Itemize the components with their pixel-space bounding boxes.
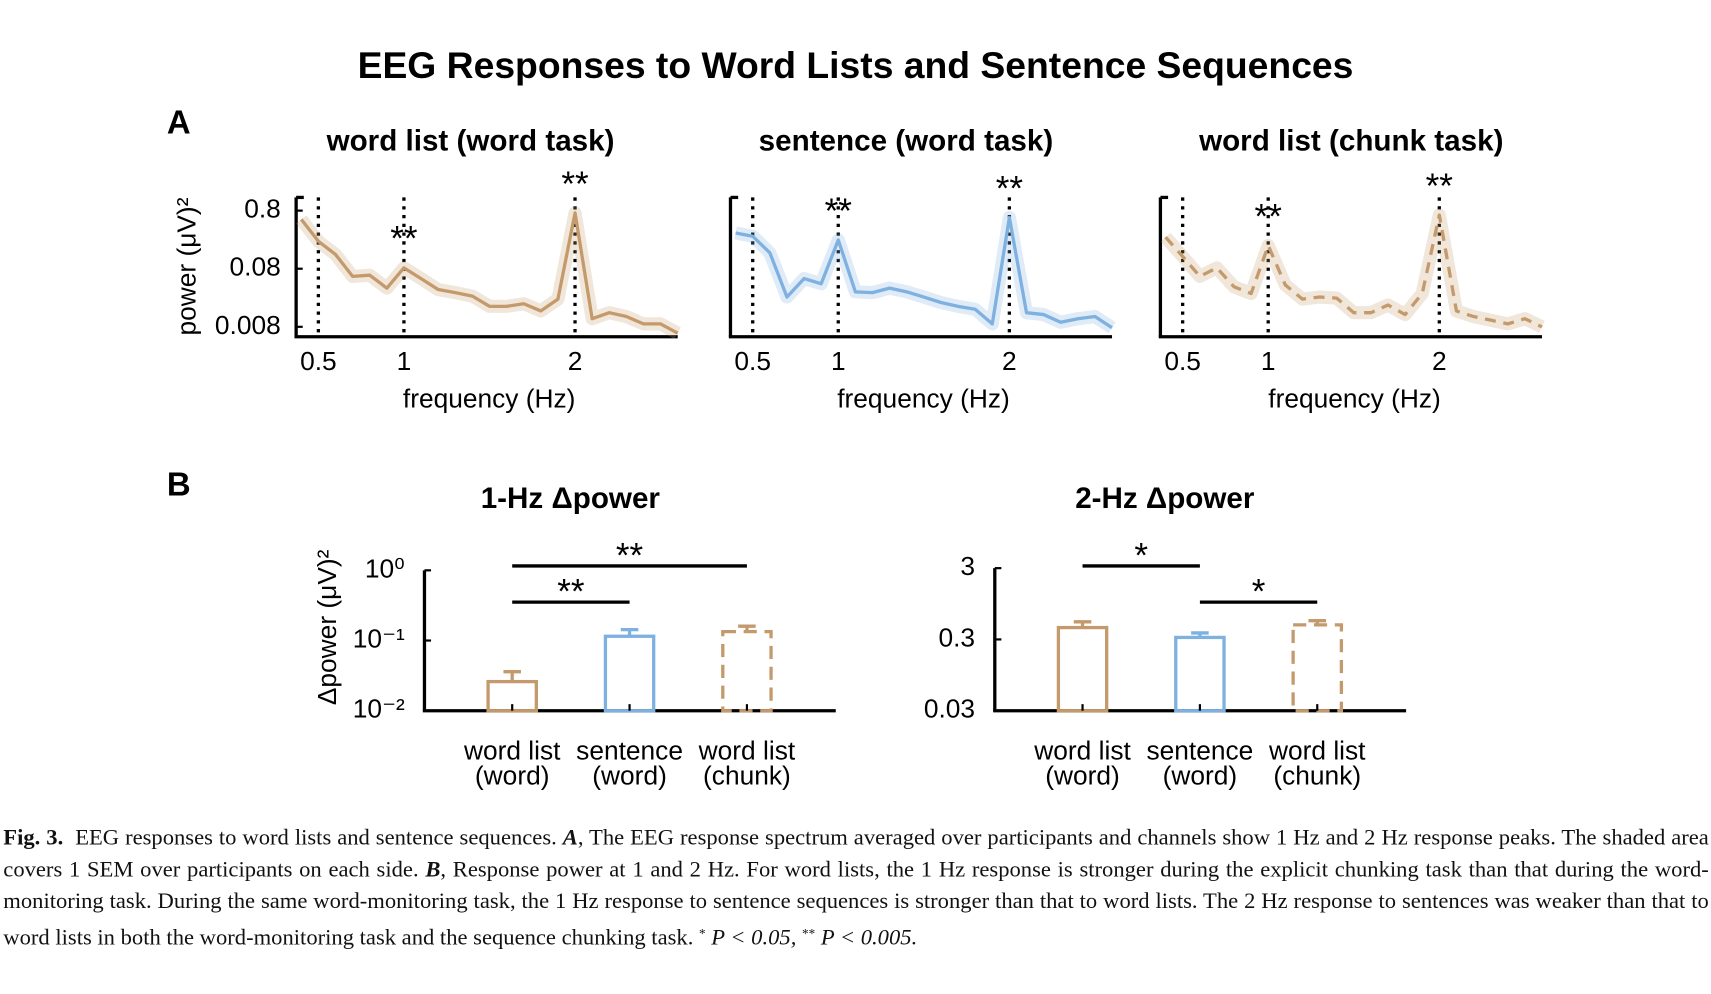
y-axis-label: Δpower (μV)²	[312, 549, 342, 705]
caption-text: P < 0.05,	[711, 925, 797, 950]
significance: **	[557, 573, 585, 612]
line	[299, 211, 679, 335]
y-tick-label: 10⁻¹	[353, 623, 405, 653]
caption-text: P < 0.005.	[820, 925, 918, 950]
x-tick-label: word list	[1268, 735, 1366, 765]
chart: EEG Responses to Word Lists and Sentence…	[167, 44, 1545, 791]
chart-title: word list (word task)	[326, 124, 615, 157]
y-tick-label: 0.8	[244, 194, 281, 224]
figure-title: EEG Responses to Word Lists and Sentence…	[358, 44, 1354, 86]
line	[1164, 213, 1543, 329]
x-tick-label: (chunk)	[703, 761, 791, 791]
caption-text: , The EEG response spectrum averaged ove…	[3, 825, 1709, 882]
x-tick-label: 0.5	[300, 346, 337, 376]
sem-band	[1160, 208, 1545, 333]
bar	[1174, 635, 1226, 713]
y-tick-label: 10⁻²	[353, 694, 405, 724]
x-tick-label: 1	[397, 346, 412, 376]
x-tick-label: word list	[698, 735, 796, 765]
y-tick-label: 10⁰	[365, 553, 405, 583]
x-tick-label: (word)	[475, 761, 550, 791]
significance: **	[561, 165, 589, 204]
x-axis-label: frequency (Hz)	[403, 383, 576, 413]
y-tick-label: 0.008	[215, 310, 281, 340]
significance: **	[390, 220, 418, 259]
y-tick-label: 0.3	[938, 622, 975, 652]
panel-label: A	[167, 104, 191, 141]
x-tick-label: sentence	[1147, 735, 1254, 765]
bar	[603, 634, 656, 713]
x-tick-label: sentence	[576, 735, 683, 765]
caption: Fig. 3. EEG responses to word lists and …	[3, 823, 1709, 955]
sem-band	[734, 210, 1116, 334]
significance: *	[1134, 537, 1148, 576]
significance: **	[825, 192, 853, 231]
chart-title: 1-Hz Δpower	[481, 482, 661, 515]
caption-text: , Response power at 1 and 2 Hz. For word…	[3, 857, 1709, 950]
caption-text: EEG responses to word lists and sentence…	[75, 825, 557, 851]
caption-label: Fig. 3.	[3, 825, 64, 851]
x-tick-label: (chunk)	[1273, 761, 1361, 791]
x-tick-label: (word)	[592, 761, 667, 791]
caption-text: A	[562, 825, 578, 851]
y-tick-label: 0.08	[230, 252, 281, 282]
bar	[721, 629, 773, 713]
x-axis-label: frequency (Hz)	[837, 383, 1010, 413]
x-tick-label: 0.5	[1164, 346, 1201, 376]
x-tick-label: (word)	[1045, 761, 1120, 791]
x-tick-label: 2	[1002, 346, 1017, 376]
chart-title: sentence (word task)	[759, 124, 1054, 157]
y-axis-label: power (μV)²	[172, 197, 202, 335]
x-tick-label: 2	[1432, 346, 1447, 376]
x-tick-label: word list	[1033, 735, 1131, 765]
significance: **	[1426, 167, 1454, 206]
significance: **	[616, 537, 644, 576]
y-tick-label: 3	[960, 551, 975, 581]
x-tick-label: 2	[568, 346, 583, 376]
bar	[1291, 623, 1344, 713]
panel-label: B	[167, 466, 191, 503]
chart-title: word list (chunk task)	[1198, 124, 1503, 157]
x-tick-label: word list	[463, 735, 561, 765]
y-tick-label: 0.03	[924, 694, 975, 724]
x-tick-label: 0.5	[734, 346, 771, 376]
x-tick-label: (word)	[1163, 761, 1238, 791]
line	[735, 215, 1113, 330]
x-axis-label: frequency (Hz)	[1268, 383, 1441, 413]
chart-title: 2-Hz Δpower	[1075, 482, 1255, 515]
caption-text: B	[425, 857, 441, 882]
significance: *	[1252, 573, 1266, 612]
significance: **	[1255, 198, 1283, 237]
bar	[1056, 625, 1109, 713]
x-tick-label: 1	[1261, 346, 1276, 376]
caption-text: *	[699, 925, 706, 942]
caption-text: **	[802, 925, 816, 942]
significance: **	[996, 169, 1024, 208]
x-tick-label: 1	[831, 346, 846, 376]
